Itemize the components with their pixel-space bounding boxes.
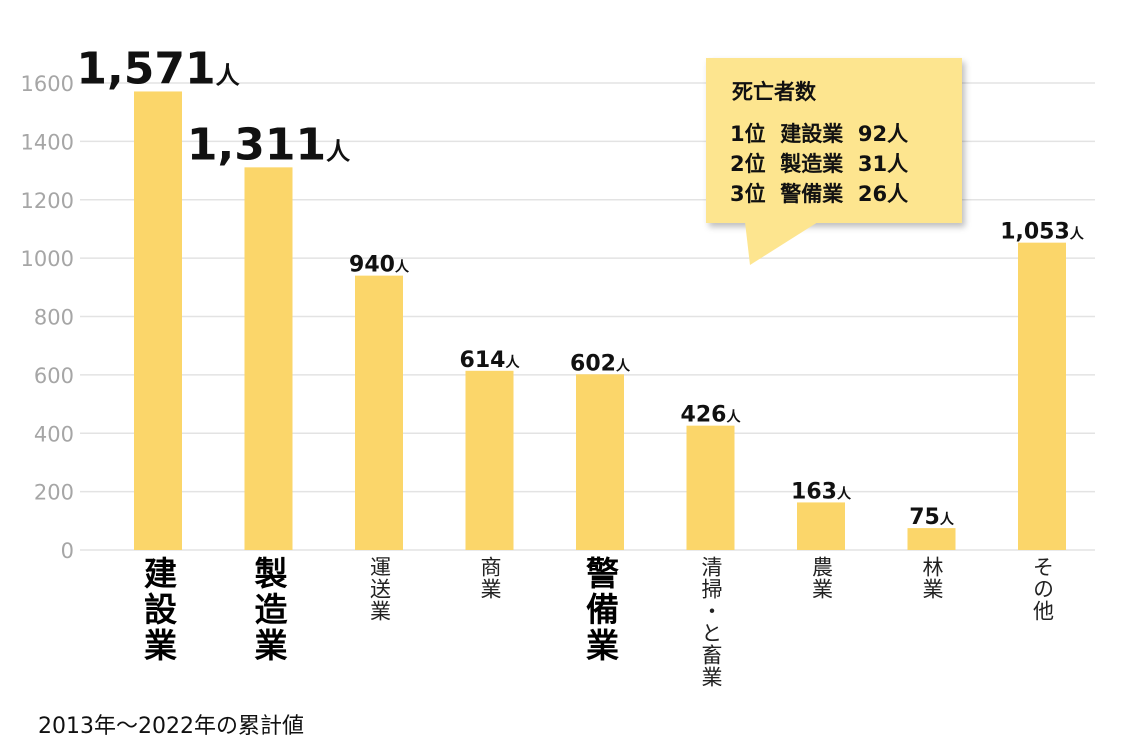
bar-value-label: 602人: [570, 351, 631, 376]
industry-label: 警備業: [780, 182, 844, 206]
bar-value-label: 75人: [909, 505, 955, 530]
callout-title: 死亡者数: [732, 80, 816, 104]
count-label: 26人: [857, 182, 909, 206]
category-label-wrap: 警備業: [570, 556, 630, 664]
category-label-wrap: 林業: [902, 556, 962, 600]
y-tick-label: 1600: [21, 72, 74, 96]
rank-label: 3位: [730, 182, 766, 206]
footnote: 2013年～2022年の累計値: [38, 714, 304, 739]
category-label-wrap: 清掃・と畜業: [681, 556, 741, 688]
category-label-wrap: 農業: [791, 556, 851, 600]
y-tick-label: 800: [34, 306, 74, 330]
category-label: 商業: [478, 556, 502, 600]
bar: [1018, 242, 1066, 550]
category-label: 清掃・と畜業: [699, 556, 723, 688]
y-tick-label: 1000: [21, 247, 74, 271]
y-tick-label: 200: [34, 481, 74, 505]
callout-row-2: 2位 製造業 31人: [730, 148, 908, 178]
bar-value-label: 163人: [791, 479, 852, 504]
category-label: 運送業: [367, 556, 392, 622]
bar: [355, 275, 403, 550]
category-label-wrap: 建設業: [128, 556, 188, 664]
bar-value-label: 1,053人: [1000, 220, 1085, 245]
count-label: 92人: [857, 122, 909, 146]
category-label: 建設業: [138, 556, 178, 664]
category-label-wrap: 製造業: [239, 556, 299, 664]
bar: [686, 425, 735, 550]
bar: [576, 374, 624, 550]
bar: [465, 370, 514, 550]
category-label: 農業: [809, 556, 834, 600]
y-tick-label: 600: [34, 364, 74, 388]
bar-value-label: 940人: [349, 253, 410, 278]
category-label-wrap: 運送業: [349, 556, 409, 622]
fatalities-callout: 死亡者数 1位 建設業 92人 2位 製造業 31人 3位 警備業 26人: [706, 58, 962, 223]
y-tick-label: 1400: [21, 130, 74, 154]
bar: [797, 502, 845, 550]
y-tick-label: 1200: [21, 189, 74, 213]
category-label: その他: [1030, 556, 1055, 622]
count-label: 31人: [857, 152, 909, 176]
bar-value-label: 426人: [681, 403, 742, 428]
bar-value-label: 1,311人: [187, 119, 350, 170]
bar: [134, 91, 182, 550]
category-label: 製造業: [249, 556, 288, 664]
y-tick-label: 0: [61, 539, 74, 563]
bar-value-label: 614人: [460, 348, 521, 373]
rank-label: 1位: [730, 122, 766, 146]
category-label-wrap: 商業: [460, 556, 520, 600]
rank-label: 2位: [730, 152, 766, 176]
category-label-wrap: その他: [1012, 556, 1072, 622]
bar-value-label: 1,571人: [76, 43, 239, 94]
callout-row-3: 3位 警備業 26人: [730, 178, 908, 208]
industry-label: 建設業: [780, 122, 844, 146]
category-label: 林業: [920, 556, 944, 600]
callout-row-1: 1位 建設業 92人: [730, 118, 908, 148]
bar: [907, 528, 956, 550]
y-tick-label: 400: [34, 422, 74, 446]
industry-label: 製造業: [780, 152, 844, 176]
bar: [244, 167, 293, 550]
category-label: 警備業: [580, 556, 620, 664]
